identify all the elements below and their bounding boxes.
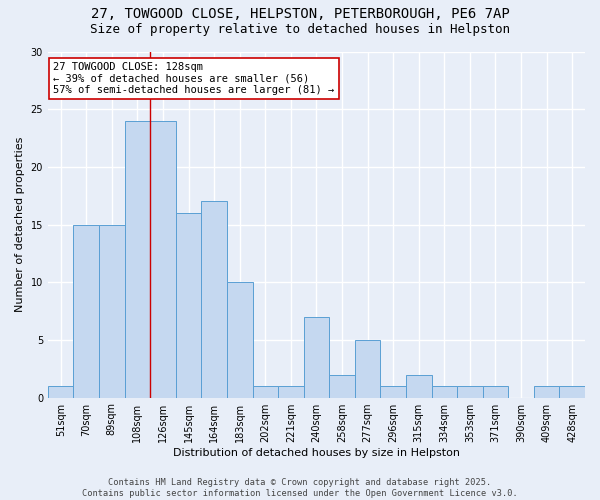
Bar [125,120,150,398]
Bar [202,202,227,398]
Bar [534,386,559,398]
Text: Size of property relative to detached houses in Helpston: Size of property relative to detached ho… [90,22,510,36]
X-axis label: Distribution of detached houses by size in Helpston: Distribution of detached houses by size … [173,448,460,458]
Bar [278,386,304,398]
Bar [253,386,278,398]
Bar [457,386,482,398]
Bar [380,386,406,398]
Text: 27 TOWGOOD CLOSE: 128sqm
← 39% of detached houses are smaller (56)
57% of semi-d: 27 TOWGOOD CLOSE: 128sqm ← 39% of detach… [53,62,335,95]
Bar [73,224,99,398]
Bar [150,120,176,398]
Bar [431,386,457,398]
Bar [48,386,73,398]
Text: Contains HM Land Registry data © Crown copyright and database right 2025.
Contai: Contains HM Land Registry data © Crown c… [82,478,518,498]
Bar [176,213,202,398]
Bar [304,317,329,398]
Text: 27, TOWGOOD CLOSE, HELPSTON, PETERBOROUGH, PE6 7AP: 27, TOWGOOD CLOSE, HELPSTON, PETERBOROUG… [91,8,509,22]
Bar [355,340,380,398]
Bar [99,224,125,398]
Bar [406,374,431,398]
Bar [559,386,585,398]
Y-axis label: Number of detached properties: Number of detached properties [15,137,25,312]
Bar [482,386,508,398]
Bar [329,374,355,398]
Bar [227,282,253,398]
